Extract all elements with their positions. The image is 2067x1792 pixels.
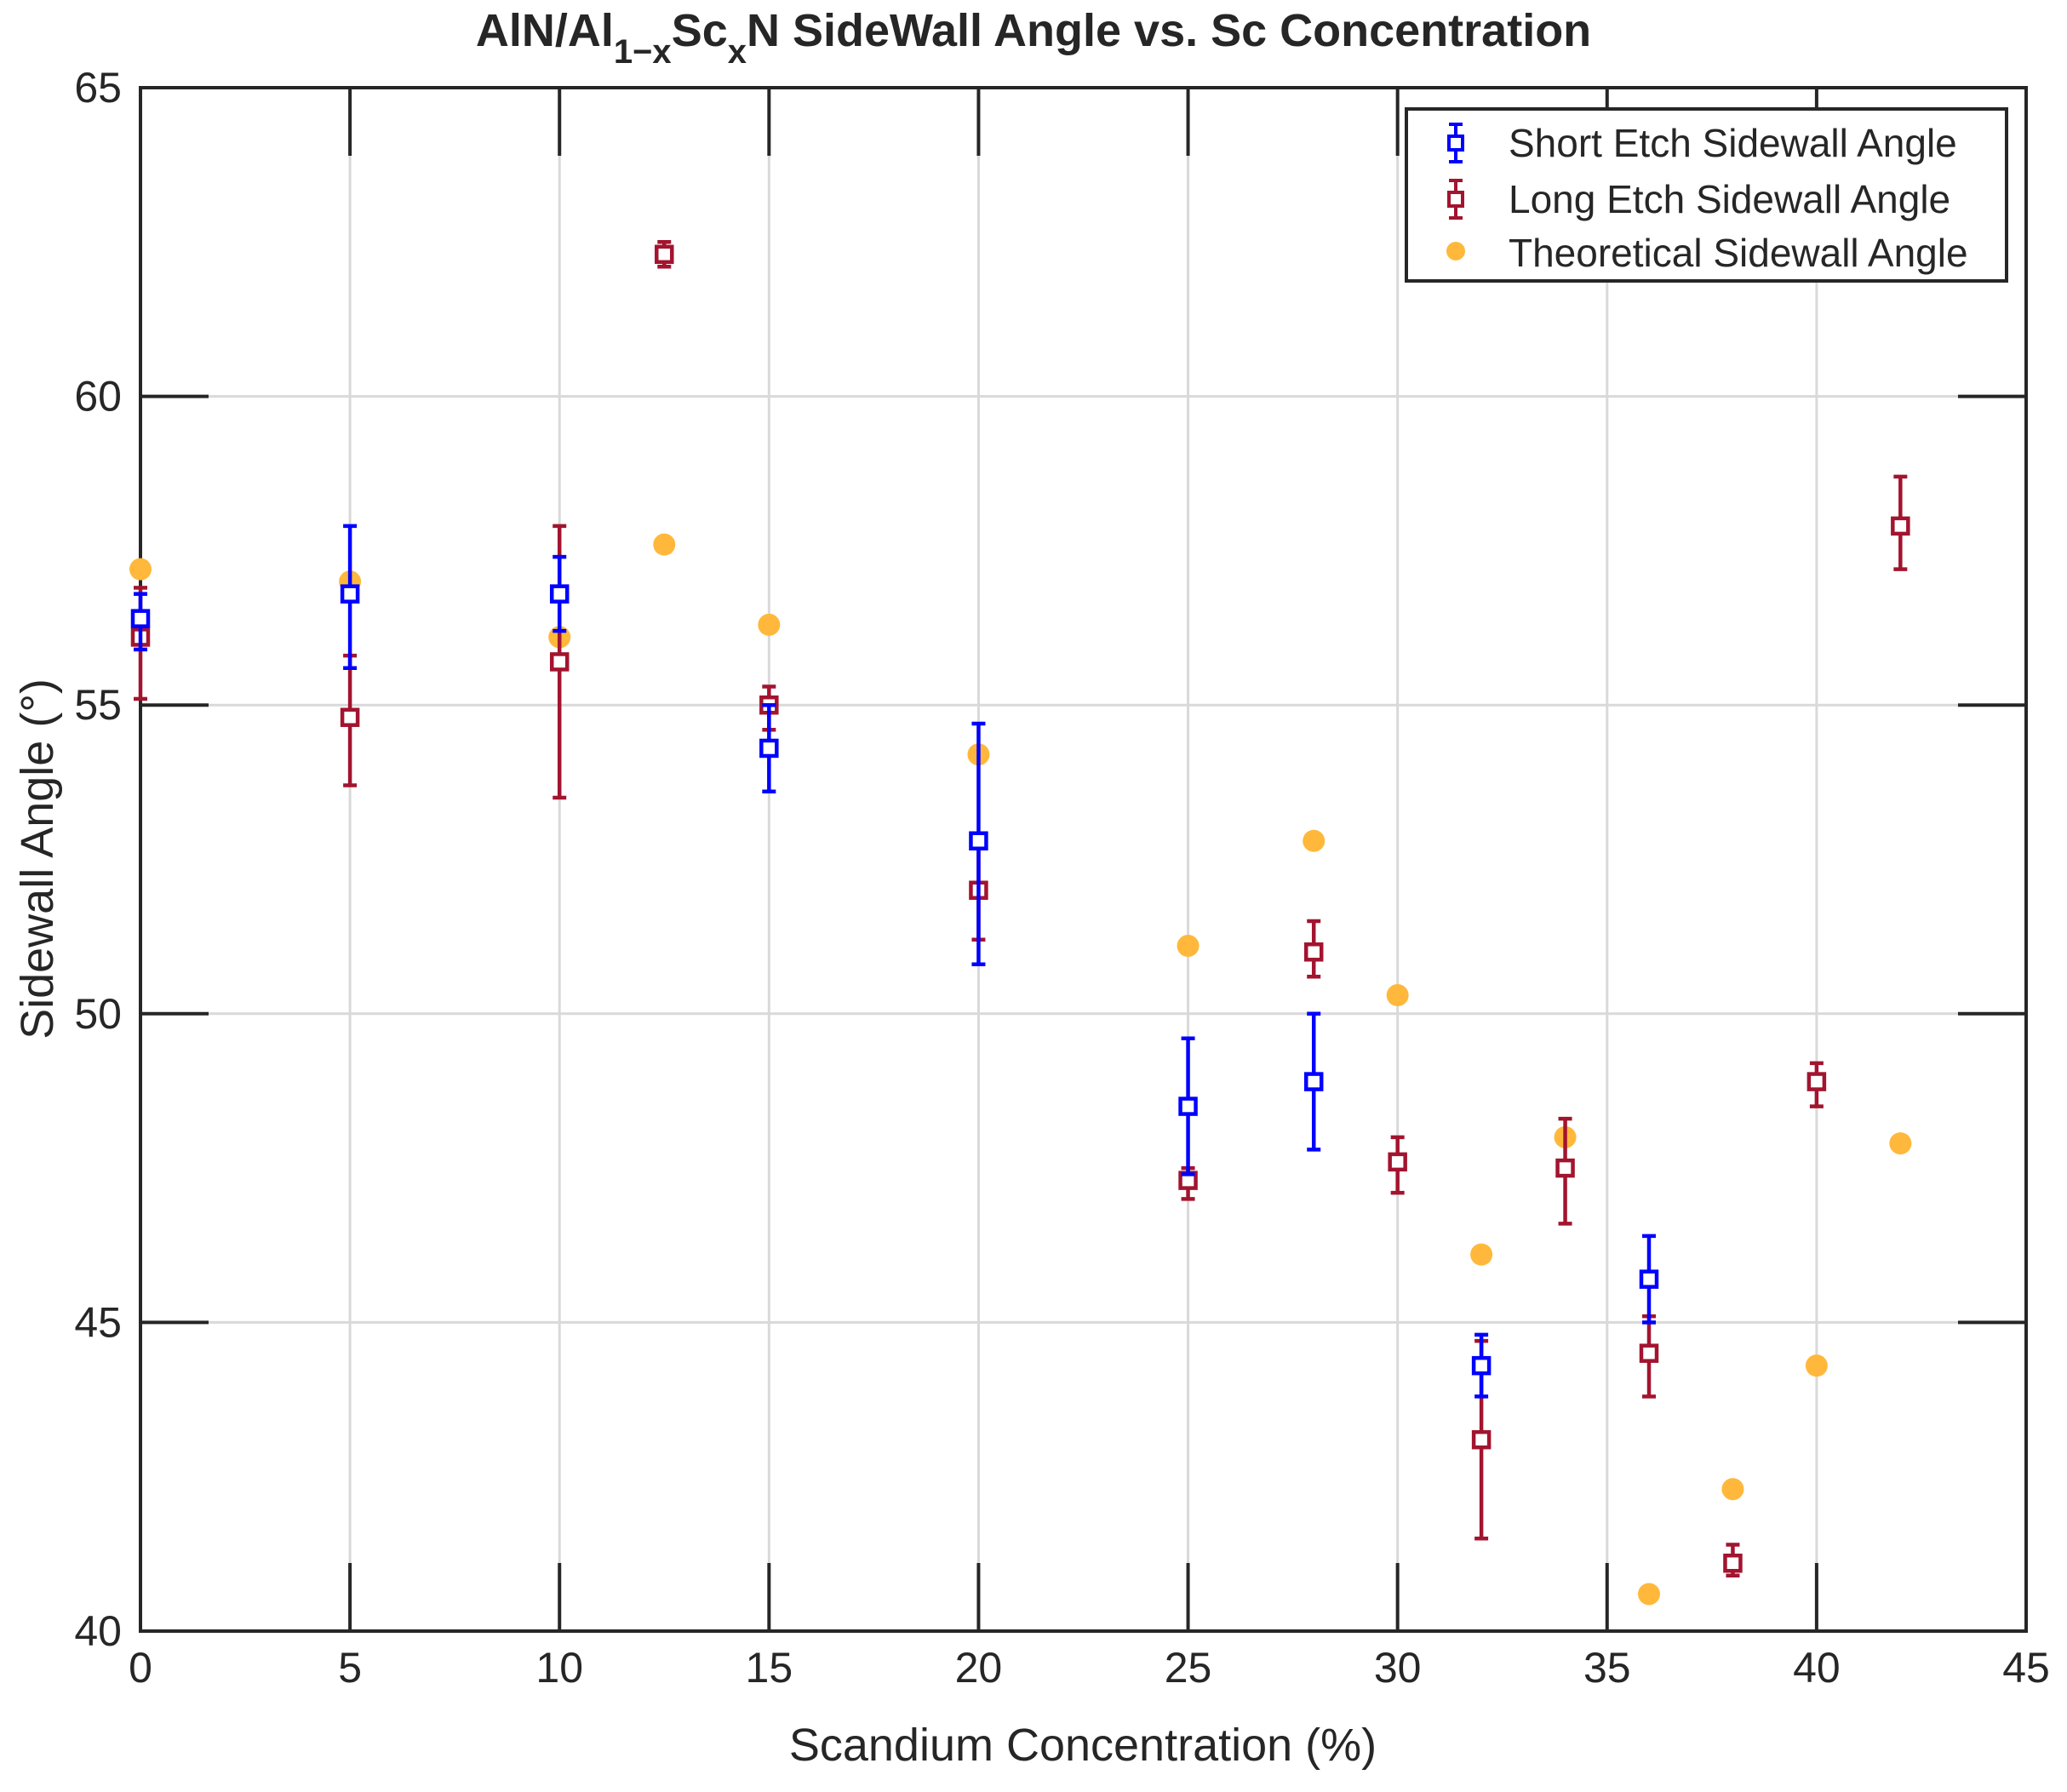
data-point — [653, 533, 676, 556]
axes-box — [139, 86, 2028, 1633]
data-points — [129, 240, 1912, 1606]
data-point — [1723, 1543, 1743, 1577]
legend-marker-short-etch — [1447, 123, 1464, 163]
data-point — [1805, 1354, 1828, 1377]
y-tick-label: 65 — [74, 64, 122, 112]
legend-label-long-etch: Long Etch Sidewall Angle — [1509, 177, 1950, 221]
data-point — [1889, 1132, 1912, 1155]
point-marker — [130, 609, 151, 628]
data-point — [1639, 1234, 1659, 1325]
data-point — [1471, 1332, 1492, 1399]
point-marker — [1471, 1429, 1492, 1450]
data-point — [1470, 1243, 1493, 1266]
point-marker — [1471, 1355, 1492, 1376]
legend-entry-theoretical: Theoretical Sidewall Angle — [1446, 231, 1968, 275]
axis-tick-labels: 0 5 10 15 20 25 30 35 40 45 40 45 50 55 60 65 — [74, 64, 2049, 1692]
data-point — [1386, 984, 1409, 1007]
x-tick-label: 20 — [955, 1644, 1003, 1692]
y-tick-label: 45 — [74, 1298, 122, 1346]
title-suffix: N SideWall Angle vs. Sc Concentration — [747, 5, 1591, 56]
data-point — [759, 702, 779, 793]
x-tick-label: 40 — [1793, 1644, 1841, 1692]
x-tick-label: 15 — [746, 1644, 793, 1692]
data-point — [655, 240, 674, 269]
x-tick-label: 5 — [338, 1644, 362, 1692]
data-point — [1303, 829, 1326, 852]
point-marker — [759, 738, 779, 759]
y-tick-label: 40 — [74, 1607, 122, 1655]
point-marker — [1555, 1158, 1575, 1178]
data-point — [1303, 1011, 1324, 1152]
point-marker — [1639, 1269, 1659, 1289]
point-marker — [340, 584, 360, 604]
point-marker — [340, 707, 360, 727]
legend-entry-long-etch: Long Etch Sidewall Angle — [1447, 177, 1950, 221]
y-tick-label: 50 — [74, 990, 122, 1038]
data-point — [758, 613, 781, 636]
point-marker — [1806, 1072, 1827, 1091]
data-point — [340, 524, 360, 670]
data-point — [129, 558, 152, 581]
x-tick-label: 25 — [1165, 1644, 1212, 1692]
x-tick-label: 10 — [535, 1644, 583, 1692]
point-marker — [1723, 1553, 1743, 1573]
legend-label-theoretical: Theoretical Sidewall Angle — [1509, 231, 1968, 275]
point-marker — [969, 831, 988, 850]
legend-marker-long-etch — [1447, 179, 1464, 220]
plot-area — [140, 88, 2026, 1631]
data-point — [130, 592, 151, 652]
data-point — [340, 653, 360, 787]
legend-box — [1405, 107, 2008, 283]
data-point — [1177, 935, 1200, 958]
point-marker — [549, 584, 570, 604]
series-theoretical-sidewall-angle — [129, 533, 1912, 1606]
title-mid: Sc — [672, 5, 728, 56]
data-point — [1806, 1061, 1827, 1108]
point-marker — [655, 244, 674, 265]
x-tick-label: 35 — [1583, 1644, 1631, 1692]
data-point — [1555, 1116, 1575, 1226]
data-point — [1388, 1135, 1407, 1195]
x-tick-label: 0 — [129, 1644, 152, 1692]
point-marker — [549, 652, 570, 672]
title-subscript-1: 1−x — [614, 33, 672, 71]
x-tick-label: 45 — [2002, 1644, 2050, 1692]
legend-marker-theoretical — [1446, 242, 1465, 260]
x-axis-label: Scandium Concentration (%) — [789, 1720, 1377, 1771]
point-marker — [1891, 516, 1910, 536]
grid-lines — [140, 88, 2026, 1631]
point-marker — [1178, 1096, 1198, 1116]
point-marker — [1388, 1152, 1407, 1172]
legend-entry-short-etch: Short Etch Sidewall Angle — [1447, 121, 1957, 165]
chart-title: AlN/Al1−xScxN SideWall Angle vs. Sc Conc… — [476, 5, 1591, 71]
x-tick-label: 30 — [1374, 1644, 1422, 1692]
title-prefix: AlN/Al — [476, 5, 614, 56]
data-point — [1721, 1478, 1744, 1501]
point-marker — [1639, 1343, 1659, 1363]
data-point — [1303, 919, 1324, 979]
data-point — [1891, 474, 1910, 571]
legend-label-short-etch: Short Etch Sidewall Angle — [1509, 121, 1957, 165]
point-marker — [1303, 942, 1324, 962]
data-point — [969, 721, 988, 967]
plot-frame — [139, 86, 2028, 1633]
data-point — [1178, 1036, 1198, 1177]
point-marker — [1303, 1072, 1324, 1091]
series-short-etch-sidewall-angle — [130, 524, 1659, 1399]
y-tick-label: 55 — [74, 681, 122, 729]
data-point — [549, 554, 570, 633]
data-point — [1638, 1583, 1660, 1606]
title-subscript-2: x — [728, 33, 747, 71]
y-tick-label: 60 — [74, 373, 122, 421]
legend: Short Etch Sidewall Angle Long Etch Side… — [1405, 107, 2008, 283]
y-axis-label: Sidewall Angle (°) — [12, 678, 63, 1039]
